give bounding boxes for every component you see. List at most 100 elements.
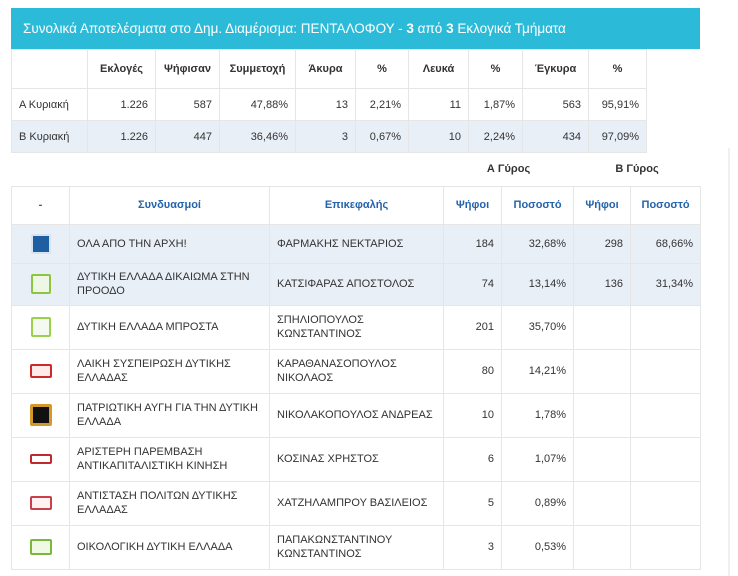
pct-round-a: 13,14% <box>501 262 575 306</box>
summary-table: Εκλογές Ψήφισαν Συμμετοχή Άκυρα % Λευκά … <box>11 49 647 153</box>
votes-round-a: 6 <box>443 436 503 482</box>
votes-round-a: 184 <box>443 223 503 264</box>
result-row: ΑΝΤΙΣΤΑΣΗ ΠΟΛΙΤΩΝ ΔΥΤΙΚΗΣ ΕΛΛΑΔΑΣ ΧΑΤΖΗΛΑ… <box>11 480 702 526</box>
summary-cell: 47,88% <box>219 88 296 121</box>
col-pct-a[interactable]: Ποσοστό <box>501 185 575 225</box>
logo-cell <box>11 524 70 570</box>
result-row: ΠΑΤΡΙΩΤΙΚΗ ΑΥΓΗ ΓΙΑ ΤΗΝ ΔΥΤΙΚΗ ΕΛΛΑΔΑ ΝΙΚ… <box>11 392 702 438</box>
votes-round-a: 10 <box>443 392 503 438</box>
pct-round-b: 31,34% <box>630 262 702 306</box>
logo-cell <box>11 304 70 350</box>
col-pct-b[interactable]: Ποσοστό <box>630 185 702 225</box>
summary-cell: 97,09% <box>588 120 647 153</box>
panel-title: Συνολικά Αποτελέσματα στο Δημ. Διαμέρισμ… <box>11 8 700 49</box>
leader-name: ΠΑΠΑΚΩΝΣΤΑΝΤΙΝΟΥ ΚΩΝΣΤΑΝΤΙΝΟΣ <box>268 524 445 570</box>
summary-cell: Α Κυριακή <box>11 88 88 121</box>
votes-round-b <box>573 524 632 570</box>
summary-col-blank <box>11 49 88 89</box>
results-panel: Συνολικά Αποτελέσματα στο Δημ. Διαμέρισμ… <box>11 8 700 49</box>
summary-col-invalid: Άκυρα <box>295 49 356 89</box>
party-name: ΑΝΤΙΣΤΑΣΗ ΠΟΛΙΤΩΝ ΔΥΤΙΚΗΣ ΕΛΛΑΔΑΣ <box>69 480 270 526</box>
result-row: ΛΑΙΚΗ ΣΥΣΠΕΙΡΩΣΗ ΔΥΤΙΚΗΣ ΕΛΛΑΔΑΣ ΚΑΡΑΘΑΝΑ… <box>11 348 702 394</box>
summary-cell: 95,91% <box>588 88 647 121</box>
round-b-label: Β Γύρος <box>615 162 659 175</box>
summary-cell: 447 <box>155 120 220 153</box>
results-table: Α Γύρος Β Γύρος - Συνδυασμοί Επικεφαλής … <box>11 152 702 570</box>
col-party[interactable]: Συνδυασμοί <box>69 185 270 225</box>
result-row: ΟΛΑ ΑΠΟ ΤΗΝ ΑΡΧΗ! ΦΑΡΜΑΚΗΣ ΝΕΚΤΑΡΙΟΣ 184 32… <box>11 223 702 264</box>
summary-col-invalid-pct: % <box>355 49 409 89</box>
summary-col-valid: Έγκυρα <box>522 49 589 89</box>
summary-row-second-sunday: Β Κυριακή 1.226 447 36,46% 3 0,67% 10 2,… <box>11 120 647 153</box>
pct-round-b <box>630 304 702 350</box>
party-name: ΔΥΤΙΚΗ ΕΛΛΑΔΑ ΔΙΚΑΙΩΜΑ ΣΤΗΝ ΠΡΟΟΔΟ <box>69 262 270 306</box>
leader-name: ΚΟΣΙΝΑΣ ΧΡΗΣΤΟΣ <box>268 436 445 482</box>
logo-cell <box>11 392 70 438</box>
results-header-row: - Συνδυασμοί Επικεφαλής Ψήφοι Ποσοστό Ψή… <box>11 185 702 225</box>
pct-round-a: 0,89% <box>501 480 575 526</box>
col-logo: - <box>11 185 70 225</box>
logo-cell <box>11 262 70 306</box>
leader-name: ΚΑΤΣΙΦΑΡΑΣ ΑΠΟΣΤΟΛΟΣ <box>268 262 445 306</box>
result-row: ΟΙΚΟΛΟΓΙΚΗ ΔΥΤΙΚΗ ΕΛΛΑΔΑ ΠΑΠΑΚΩΝΣΤΑΝΤΙΝΟΥ… <box>11 524 702 570</box>
party-name: ΠΑΤΡΙΩΤΙΚΗ ΑΥΓΗ ΓΙΑ ΤΗΝ ΔΥΤΙΚΗ ΕΛΛΑΔΑ <box>69 392 270 438</box>
ola-apo-tin-arxi-logo <box>30 233 51 254</box>
summary-col-valid-pct: % <box>588 49 647 89</box>
votes-round-a: 5 <box>443 480 503 526</box>
party-name: ΔΥΤΙΚΗ ΕΛΛΑΔΑ ΜΠΡΟΣΤΑ <box>69 304 270 350</box>
pct-round-a: 32,68% <box>501 223 575 264</box>
pct-round-b <box>630 480 702 526</box>
result-row: ΑΡΙΣΤΕΡΗ ΠΑΡΕΜΒΑΣΗ ΑΝΤΙΚΑΠΙΤΑΛΙΣΤΙΚΗ ΚΙΝ… <box>11 436 702 482</box>
title-suffix: Εκλογικά Τμήματα <box>453 21 566 36</box>
scrollbar-track[interactable] <box>728 148 730 576</box>
summary-cell: 1.226 <box>87 88 156 121</box>
summary-cell: 2,21% <box>355 88 409 121</box>
col-votes-a[interactable]: Ψήφοι <box>443 185 503 225</box>
pct-round-b <box>630 436 702 482</box>
votes-round-b <box>573 436 632 482</box>
summary-col-turnout: Συμμετοχή <box>219 49 296 89</box>
votes-round-b <box>573 304 632 350</box>
summary-cell: 2,24% <box>468 120 523 153</box>
summary-col-voted: Ψήφισαν <box>155 49 220 89</box>
aristeri-paremvasi-logo <box>29 454 52 465</box>
summary-cell: 10 <box>408 120 469 153</box>
votes-round-b <box>573 348 632 394</box>
votes-round-a: 201 <box>443 304 503 350</box>
summary-cell: 11 <box>408 88 469 121</box>
pct-round-b <box>630 348 702 394</box>
pct-round-b <box>630 392 702 438</box>
logo-cell <box>11 480 70 526</box>
summary-cell: 563 <box>522 88 589 121</box>
pct-round-b <box>630 524 702 570</box>
summary-cell: 3 <box>295 120 356 153</box>
antistasi-politon-logo <box>29 496 52 510</box>
summary-col-blank-pct: % <box>468 49 523 89</box>
votes-round-a: 74 <box>443 262 503 306</box>
dytiki-ellada-mprosta-logo <box>30 317 51 337</box>
logo-cell <box>11 223 70 264</box>
pct-round-a: 14,21% <box>501 348 575 394</box>
summary-cell: 1,87% <box>468 88 523 121</box>
logo-cell <box>11 348 70 394</box>
pct-round-a: 1,07% <box>501 436 575 482</box>
logo-cell <box>11 436 70 482</box>
votes-round-a: 3 <box>443 524 503 570</box>
oikologiki-dytiki-ellada-logo <box>29 539 52 555</box>
title-middle: από <box>413 21 447 36</box>
col-leader[interactable]: Επικεφαλής <box>268 185 445 225</box>
pct-round-a: 0,53% <box>501 524 575 570</box>
title-done-count: 3 <box>406 21 414 36</box>
votes-round-b <box>573 480 632 526</box>
summary-cell: Β Κυριακή <box>11 120 88 153</box>
patriotiki-avgi-logo <box>29 404 52 426</box>
votes-round-b: 298 <box>573 223 632 264</box>
summary-row-first-sunday: Α Κυριακή 1.226 587 47,88% 13 2,21% 11 1… <box>11 88 647 121</box>
round-a-label: Α Γύρος <box>486 162 531 175</box>
dytiki-ellada-dikaioma-logo <box>30 274 51 294</box>
summary-cell: 0,67% <box>355 120 409 153</box>
col-votes-b[interactable]: Ψήφοι <box>573 185 632 225</box>
pct-round-b: 68,66% <box>630 223 702 264</box>
summary-col-elections: Εκλογές <box>87 49 156 89</box>
leader-name: ΚΑΡΑΘΑΝΑΣΟΠΟΥΛΟΣ ΝΙΚΟΛΑΟΣ <box>268 348 445 394</box>
